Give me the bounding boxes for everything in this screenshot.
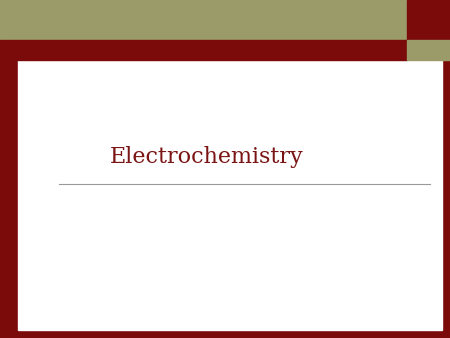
Bar [18, 60, 442, 330]
Bar [407, 40, 450, 60]
Text: Electrochemistry: Electrochemistry [110, 146, 304, 168]
Bar [0, 40, 407, 60]
Bar [0, 0, 407, 40]
Bar [407, 0, 450, 40]
